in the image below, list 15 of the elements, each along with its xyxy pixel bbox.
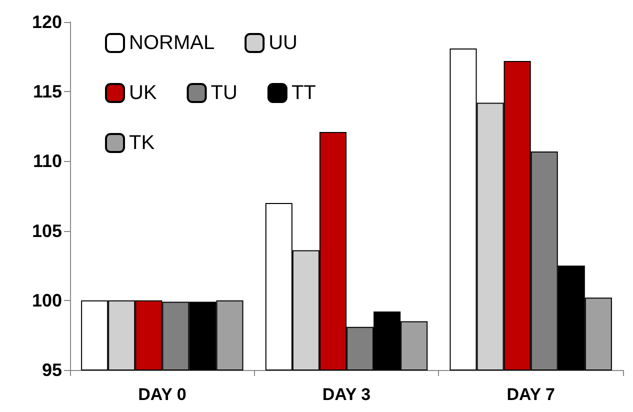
- y-tick-label: 105: [32, 220, 62, 241]
- legend-label: UU: [268, 32, 298, 54]
- x-tick-label: DAY 3: [322, 385, 371, 404]
- legend-label: TU: [210, 82, 238, 104]
- y-tick-label: 115: [32, 82, 62, 102]
- legend-label: TK: [129, 132, 156, 154]
- x-tick-label: DAY 7: [506, 385, 555, 404]
- y-tick-label: 120: [32, 12, 62, 32]
- y-tick-label: 100: [32, 290, 62, 310]
- legend-label: TT: [291, 82, 316, 104]
- x-tick-label: DAY 0: [138, 385, 186, 404]
- legend-label: NORMAL: [129, 32, 215, 54]
- y-tick-label: 110: [32, 151, 62, 172]
- legend-label: UK: [129, 82, 158, 104]
- y-tick-label: 95: [42, 360, 62, 380]
